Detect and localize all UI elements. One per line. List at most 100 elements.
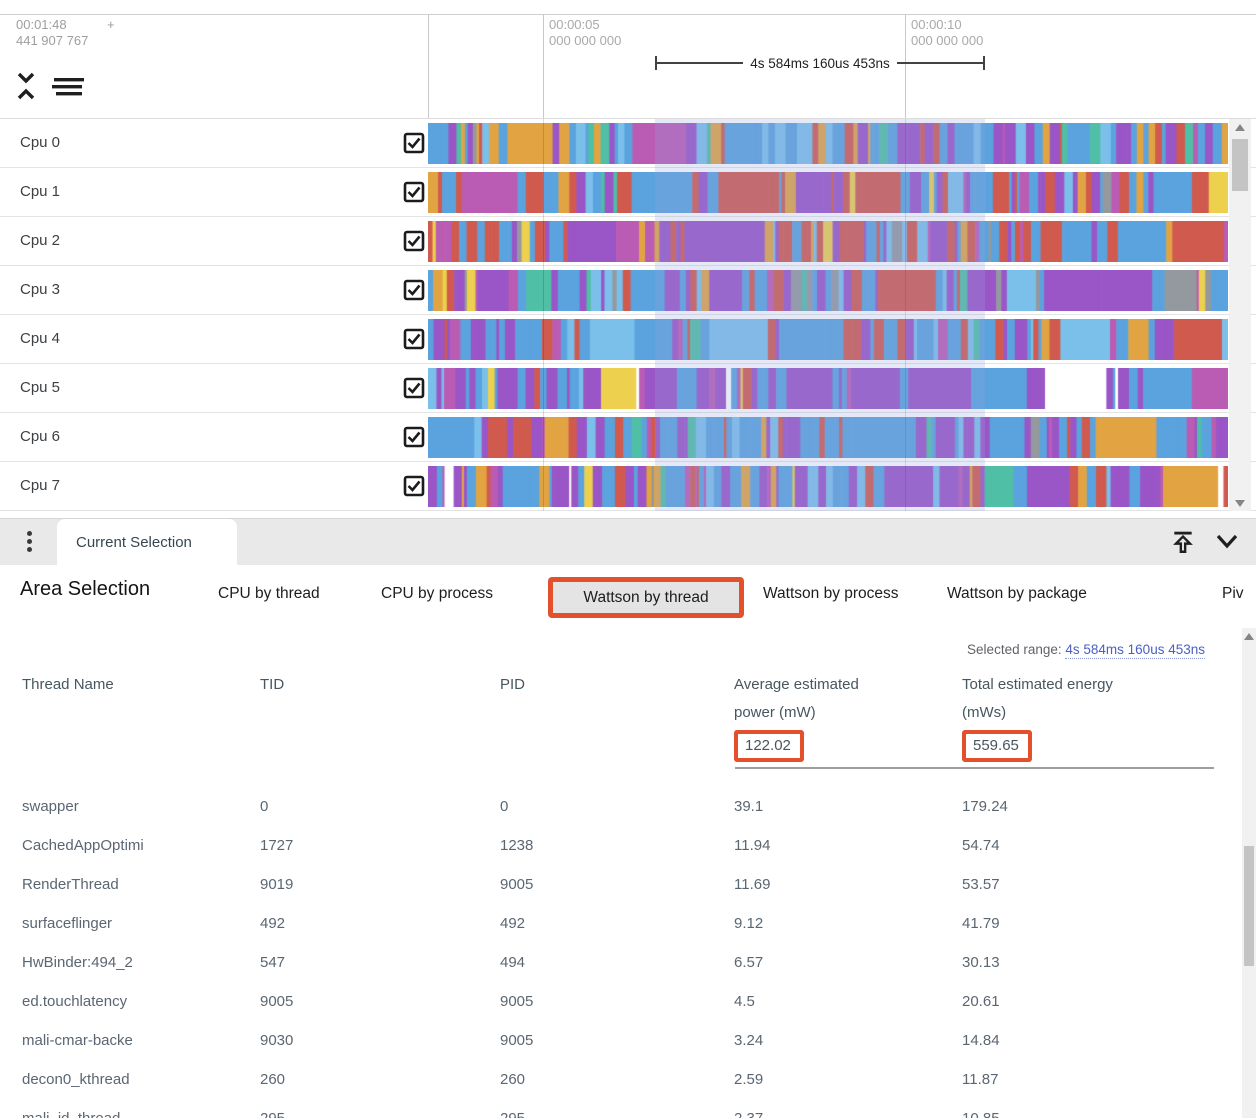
cell-total-energy: 54.74 — [962, 837, 1000, 854]
cpu-track-row[interactable]: Cpu 6 — [0, 413, 1256, 462]
selected-range-value[interactable]: 4s 584ms 160us 453ns — [1065, 642, 1205, 659]
cpu-track-row[interactable]: Cpu 0 — [0, 119, 1256, 168]
cell-avg-power: 2.37 — [734, 1099, 962, 1118]
cell-pid: 492 — [500, 915, 526, 932]
track-checkbox[interactable] — [403, 475, 425, 497]
col-header-thread-name[interactable]: Thread Name — [22, 676, 114, 693]
track-checkbox[interactable] — [403, 230, 425, 252]
cpu-track-row[interactable]: Cpu 5 — [0, 364, 1256, 413]
tab-piv[interactable]: Piv — [1222, 585, 1244, 602]
measurement-left-cap — [655, 56, 657, 70]
cpu-track-label: Cpu 6 — [20, 428, 61, 445]
table-row[interactable]: CachedAppOptimi 1727 1238 11.94 54.74 — [0, 826, 1236, 865]
cpu-track-row[interactable]: Cpu 3 — [0, 266, 1256, 315]
tab-wattson-by-process[interactable]: Wattson by process — [763, 585, 899, 602]
tab-wattson-by-package[interactable]: Wattson by package — [947, 585, 1087, 602]
scroll-down-button[interactable] — [1229, 495, 1251, 511]
cursor-plus-sign: + — [107, 17, 115, 32]
cpu-track-canvas[interactable] — [428, 270, 1228, 311]
cell-thread-name: mali-cmar-backe — [22, 1032, 133, 1049]
table-row[interactable]: ed.touchlatency 9005 9005 4.5 20.61 — [0, 982, 1236, 1021]
tracks-scrollbar[interactable] — [1229, 119, 1251, 511]
cell-total-energy: 11.87 — [962, 1071, 999, 1088]
cpu-track-canvas[interactable] — [428, 172, 1228, 213]
cpu-track-row[interactable]: Cpu 4 — [0, 315, 1256, 364]
table-row[interactable]: mali_jd_thread2952952.3710.85 — [0, 1099, 1236, 1118]
cell-tid: 295 — [260, 1099, 500, 1118]
area-selection-panel: Area Selection CPU by thread CPU by proce… — [0, 565, 1256, 1118]
collapse-panel-icon[interactable] — [1214, 533, 1240, 551]
cell-pid: 0 — [500, 798, 509, 815]
cpu-track-canvas[interactable] — [428, 368, 1228, 409]
cpu-track-canvas[interactable] — [428, 123, 1228, 164]
cell-thread-name: RenderThread — [22, 876, 119, 893]
track-checkbox[interactable] — [403, 279, 425, 301]
ruler-mark-5s: 00:00:05 000 000 000 — [549, 17, 622, 48]
cell-thread-name: HwBinder:494_2 — [22, 954, 133, 971]
cpu-track-row[interactable]: Cpu 1 — [0, 168, 1256, 217]
table-row[interactable]: decon0_kthread 260 260 2.59 11.87 — [0, 1060, 1236, 1099]
tab-cpu-by-process[interactable]: CPU by process — [381, 585, 493, 602]
cpu-track-canvas[interactable] — [428, 417, 1228, 458]
cpu-track-row[interactable]: Cpu 2 — [0, 217, 1256, 266]
cell-thread-name: ed.touchlatency — [22, 993, 128, 1010]
track-checkbox[interactable] — [403, 132, 425, 154]
track-checkbox[interactable] — [403, 181, 425, 203]
table-row[interactable]: surfaceflinger 492 492 9.12 41.79 — [0, 904, 1236, 943]
scrollbar-thumb[interactable] — [1232, 139, 1248, 191]
cell-total-energy: 41.79 — [962, 915, 1000, 932]
track-checkbox[interactable] — [403, 377, 425, 399]
cell-avg-power: 39.1 — [734, 798, 764, 815]
col-header-pid[interactable]: PID — [500, 676, 526, 693]
cell-tid: 9019 — [260, 876, 294, 893]
cell-total-energy: 20.61 — [962, 993, 1000, 1010]
scroll-up-button[interactable] — [1242, 628, 1256, 644]
total-avg-power-value: 122.02 — [745, 737, 791, 754]
scrollbar-thumb[interactable] — [1244, 846, 1254, 966]
panel-title: Area Selection — [20, 578, 151, 600]
clear-all-icon[interactable] — [50, 76, 86, 98]
table-header-row: Thread Name TID PID Average estimated po… — [0, 671, 1236, 727]
col-header-total-energy[interactable]: Total estimated energy (mWs) — [962, 676, 1113, 721]
cell-total-energy: 14.84 — [962, 1032, 1000, 1049]
collapse-tracks-icon[interactable] — [14, 71, 38, 101]
measurement-label: 4s 584ms 160us 453ns — [750, 55, 890, 71]
selected-range: Selected range: 4s 584ms 160us 453ns — [967, 642, 1205, 659]
cell-pid: 494 — [500, 954, 526, 971]
table-row[interactable]: RenderThread 9019 9005 11.69 53.57 — [0, 865, 1236, 904]
cell-thread-name: CachedAppOptimi — [22, 837, 144, 854]
scroll-up-button[interactable] — [1229, 119, 1251, 135]
cell-avg-power: 4.5 — [734, 993, 755, 1010]
range-measurement: 4s 584ms 160us 453ns — [655, 55, 986, 71]
cursor-timestamp: 00:01:48 441 907 767 — [16, 17, 88, 49]
table-row[interactable]: mali-cmar-backe 9030 9005 3.24 14.84 — [0, 1021, 1236, 1060]
cell-pid: 9005 — [500, 876, 534, 893]
timeline-ruler[interactable]: 00:01:48 441 907 767 + 00:00:05 000 000 … — [0, 0, 1256, 118]
col-header-avg-power[interactable]: Average estimated power (mW) — [734, 676, 859, 721]
selection-panel-header: Current Selection — [0, 518, 1256, 566]
track-checkbox[interactable] — [403, 426, 425, 448]
table-body: swapper 0 0 39.1 179.24 CachedAppOptimi 1727 12… — [0, 787, 1236, 1118]
col-header-tid[interactable]: TID — [260, 676, 285, 693]
cpu-track-canvas[interactable] — [428, 221, 1228, 262]
expand-panel-to-top-icon[interactable] — [1170, 529, 1196, 555]
tab-cpu-by-thread[interactable]: CPU by thread — [218, 585, 320, 602]
cell-avg-power: 2.59 — [734, 1071, 764, 1088]
tab-current-selection[interactable]: Current Selection — [57, 519, 237, 566]
cpu-track-canvas[interactable] — [428, 466, 1228, 507]
cpu-track-label: Cpu 5 — [20, 379, 61, 396]
panel-scrollbar[interactable] — [1242, 628, 1256, 1118]
cpu-track-row[interactable]: Cpu 7 — [0, 462, 1256, 511]
cpu-track-label: Cpu 3 — [20, 281, 61, 298]
table-row[interactable]: swapper 0 0 39.1 179.24 — [0, 787, 1236, 826]
cpu-track-canvas[interactable] — [428, 319, 1228, 360]
table-row[interactable]: HwBinder:494_2 547 494 6.57 30.13 — [0, 943, 1236, 982]
cell-avg-power: 6.57 — [734, 954, 764, 971]
track-checkbox[interactable] — [403, 328, 425, 350]
ruler-gridline — [905, 14, 906, 118]
panel-menu-icon[interactable] — [20, 528, 38, 558]
cell-thread-name: mali_jd_thread — [22, 1099, 260, 1118]
cell-thread-name: surfaceflinger — [22, 915, 113, 932]
tab-wattson-by-thread[interactable]: Wattson by thread — [583, 588, 709, 606]
